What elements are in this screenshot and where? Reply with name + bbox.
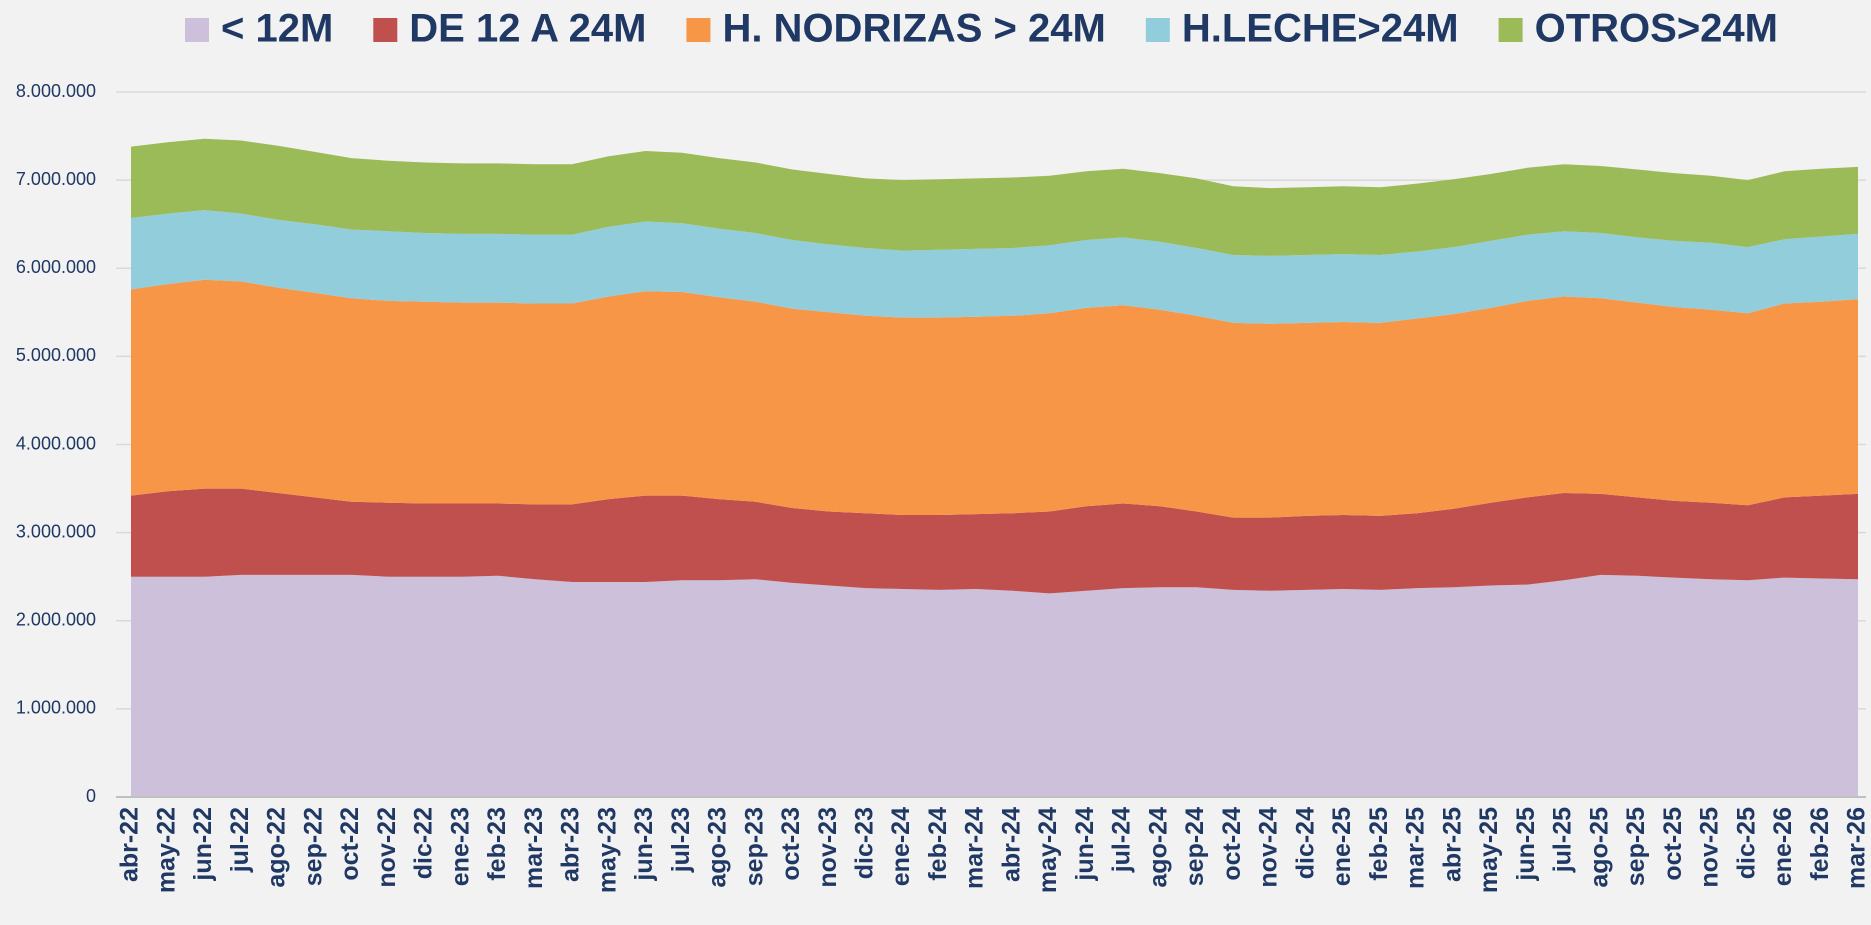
legend-swatch bbox=[373, 18, 397, 42]
y-tick-label: 8.000.000 bbox=[16, 81, 96, 101]
x-tick-label: nov-22 bbox=[373, 807, 401, 888]
x-tick-label: may-25 bbox=[1475, 807, 1503, 893]
x-tick-label: jul-23 bbox=[667, 807, 695, 873]
x-tick-label: ene-23 bbox=[446, 807, 474, 886]
x-tick-label: jul-25 bbox=[1549, 807, 1577, 873]
x-tick-label: dic-24 bbox=[1291, 807, 1319, 879]
x-tick-label: nov-23 bbox=[814, 807, 842, 888]
x-tick-label: jun-23 bbox=[630, 807, 658, 882]
x-tick-label: ago-23 bbox=[704, 807, 732, 888]
x-tick-label: oct-25 bbox=[1659, 807, 1687, 881]
page: {"chart_data": {"type": "stacked_area", … bbox=[0, 0, 1871, 925]
x-tick-label: ene-26 bbox=[1769, 807, 1797, 886]
x-tick-label: ago-22 bbox=[263, 807, 291, 888]
y-tick-label: 3.000.000 bbox=[16, 521, 96, 541]
x-tick-label: mar-24 bbox=[961, 807, 989, 889]
x-tick-label: nov-25 bbox=[1696, 807, 1724, 888]
y-tick-label: 4.000.000 bbox=[16, 433, 96, 453]
x-tick-label: sep-22 bbox=[299, 807, 327, 886]
x-tick-label: oct-23 bbox=[777, 807, 805, 881]
x-tick-label: jul-24 bbox=[1108, 807, 1136, 873]
legend-swatch bbox=[185, 18, 209, 42]
y-tick-label: 7.000.000 bbox=[16, 169, 96, 189]
y-tick-label: 5.000.000 bbox=[16, 345, 96, 365]
legend-label: H. NODRIZAS > 24M bbox=[722, 7, 1105, 51]
x-tick-label: oct-22 bbox=[336, 807, 364, 881]
chart: 0 1.000.000 2.000.000 3.000.000 4.000.000 5.0… bbox=[0, 0, 1871, 925]
x-tick-label: feb-24 bbox=[924, 807, 952, 881]
x-tick-label: feb-23 bbox=[483, 807, 511, 881]
area bbox=[131, 575, 1858, 797]
y-tick-label: 6.000.000 bbox=[16, 257, 96, 277]
x-tick-label: jun-22 bbox=[189, 807, 217, 882]
x-tick-label: dic-22 bbox=[410, 807, 438, 879]
x-tick-label: sep-24 bbox=[1181, 807, 1209, 886]
y-tick-label: 0 bbox=[86, 786, 96, 806]
x-tick-label: jul-22 bbox=[226, 807, 254, 873]
x-tick-label: abr-24 bbox=[997, 807, 1025, 882]
x-tick-label: sep-25 bbox=[1622, 807, 1650, 886]
y-tick-label: 1.000.000 bbox=[16, 698, 96, 718]
x-tick-label: abr-25 bbox=[1438, 807, 1466, 882]
x-tick-label: dic-23 bbox=[851, 807, 879, 879]
x-tick-label: feb-26 bbox=[1806, 807, 1834, 881]
legend-label: H.LECHE>24M bbox=[1182, 7, 1459, 51]
x-tick-label: ago-24 bbox=[1144, 807, 1172, 888]
y-tick-label: 2.000.000 bbox=[16, 610, 96, 630]
x-tick-label: ene-25 bbox=[1328, 807, 1356, 886]
x-tick-label: ene-24 bbox=[887, 807, 915, 886]
x-tick-label: abr-22 bbox=[116, 807, 144, 882]
x-tick-label: sep-23 bbox=[740, 807, 768, 886]
legend-swatch bbox=[686, 18, 710, 42]
x-tick-label: mar-25 bbox=[1402, 807, 1430, 889]
legend-swatch bbox=[1146, 18, 1170, 42]
x-tick-label: feb-25 bbox=[1365, 807, 1393, 881]
x-tick-label: jun-24 bbox=[1071, 807, 1099, 882]
x-tick-label: nov-24 bbox=[1255, 807, 1283, 888]
legend-label: OTROS>24M bbox=[1535, 7, 1778, 51]
x-tick-label: mar-26 bbox=[1843, 807, 1871, 889]
x-tick-label: jun-25 bbox=[1512, 807, 1540, 882]
x-tick-label: dic-25 bbox=[1732, 807, 1760, 879]
x-tick-label: ago-25 bbox=[1585, 807, 1613, 888]
x-tick-label: may-23 bbox=[593, 807, 621, 893]
x-tick-label: oct-24 bbox=[1218, 807, 1246, 881]
legend-label: < 12M bbox=[221, 7, 333, 51]
legend-swatch bbox=[1499, 18, 1523, 42]
x-tick-label: may-24 bbox=[1034, 807, 1062, 893]
x-tick-label: mar-23 bbox=[520, 807, 548, 889]
x-tick-label: may-22 bbox=[152, 807, 180, 893]
x-tick-label: abr-23 bbox=[557, 807, 585, 882]
legend-label: DE 12 A 24M bbox=[409, 7, 646, 51]
